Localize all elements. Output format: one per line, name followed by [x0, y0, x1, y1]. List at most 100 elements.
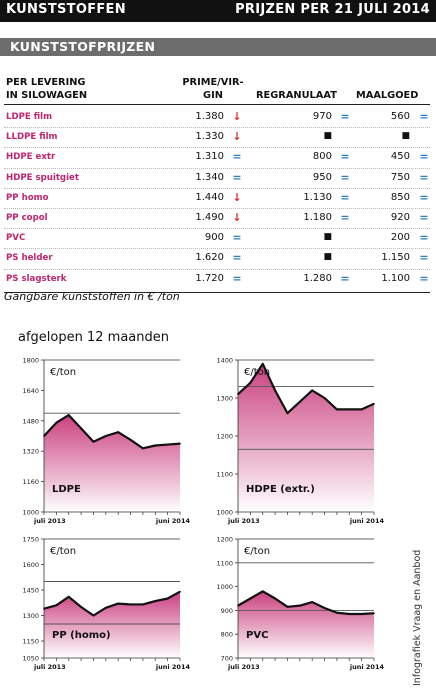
data-point	[67, 414, 70, 416]
prime-price: 1.340	[195, 171, 224, 183]
data-point	[360, 408, 363, 411]
y-tick-label: 1450	[22, 587, 39, 595]
data-point	[323, 397, 326, 399]
y-tick-label: 1600	[22, 561, 39, 569]
trend-equal-icon: =	[232, 170, 242, 184]
row-separator	[4, 228, 430, 230]
x-start-label: juli 2013	[227, 663, 260, 671]
trend-down-icon: ↓	[232, 211, 242, 224]
product-name: PS slagsterk	[6, 273, 67, 284]
price-series-line	[237, 590, 375, 616]
chart-pp-homo: 1050 1150 1300 1450 1600 1750 juli 2013 juni 20…	[22, 536, 190, 672]
data-point	[67, 596, 70, 598]
prime-price: 1.440	[195, 191, 224, 203]
trend-equal-icon: =	[419, 190, 429, 204]
trend-equal-icon: =	[340, 271, 350, 285]
series-label: PP (homo)	[52, 630, 111, 641]
data-point	[129, 603, 132, 606]
top-bar: KUNSTSTOFFEN PRIJZEN PER 21 JULI 2014	[0, 0, 436, 22]
data-point	[299, 401, 301, 403]
data-point	[286, 412, 289, 414]
trend-equal-icon: =	[419, 211, 429, 224]
row-separator	[4, 167, 430, 169]
row-separator	[4, 147, 430, 149]
prime-price: 1.720	[195, 272, 224, 284]
price-series-line	[43, 590, 181, 617]
table-row: PP copol 1.490 1.180 920 ↓ = =	[0, 209, 436, 229]
x-end-label: juni 2014	[349, 517, 385, 525]
data-point	[80, 606, 82, 608]
regranulaat-price: 1.280	[303, 272, 332, 284]
y-tick-label: 1200	[216, 536, 233, 544]
y-tick-label: 1300	[22, 612, 39, 620]
product-name: LLDPE film	[6, 132, 58, 143]
col-header-prime: PRIME/VIR- GIN	[176, 76, 250, 102]
product-name: PVC	[6, 233, 26, 244]
data-point	[154, 444, 157, 447]
data-point	[311, 389, 313, 392]
data-point	[348, 408, 351, 411]
data-point	[80, 427, 82, 430]
regranulaat-price: ■	[323, 131, 332, 142]
table-header-divider	[4, 104, 430, 105]
data-point	[274, 389, 276, 392]
data-point	[373, 612, 375, 615]
charts-subtitle: afgelopen 12 maanden	[18, 330, 169, 345]
regranulaat-price: 1.180	[303, 212, 332, 223]
y-tick-label: 1200	[216, 433, 233, 441]
trend-equal-icon: =	[340, 170, 350, 184]
data-point	[179, 590, 181, 593]
table-row: PP homo 1.440 1.130 850 ↓ = =	[0, 189, 436, 209]
data-point	[311, 601, 313, 603]
data-point	[336, 611, 338, 614]
data-point	[286, 606, 289, 608]
trend-equal-icon: =	[340, 110, 350, 123]
y-tick-label: 1800	[22, 357, 39, 365]
table-bottom-divider	[4, 291, 430, 293]
regranulaat-price: 970	[312, 111, 332, 122]
trend-equal-icon: =	[340, 211, 350, 224]
table-row: PS slagsterk 1.720 1.280 1.100 = = =	[0, 270, 436, 290]
prime-price: 1.490	[195, 212, 224, 223]
price-series-line	[43, 413, 181, 450]
maalgoed-price: 850	[390, 191, 410, 203]
y-tick-label: 1000	[216, 509, 233, 517]
y-tick-label: 1480	[22, 417, 39, 425]
y-tick-label: 900	[221, 607, 233, 615]
data-point	[142, 447, 144, 450]
x-end-label: juni 2014	[349, 663, 385, 671]
prime-price: 1.620	[195, 252, 224, 264]
trend-equal-icon: =	[419, 150, 429, 164]
regranulaat-price: 950	[312, 171, 332, 183]
data-point	[274, 597, 276, 600]
trend-equal-icon: =	[340, 150, 350, 164]
col-header-prime-line2: GIN	[203, 90, 223, 101]
area-fill	[238, 591, 374, 658]
trend-equal-icon: =	[340, 190, 350, 204]
data-point	[154, 600, 157, 602]
data-point	[92, 614, 95, 617]
prime-price: 1.330	[195, 131, 224, 143]
table-row: PS helder 1.620 ■ 1.150 = =	[0, 249, 436, 269]
data-point	[117, 431, 119, 433]
header-date: PRIJZEN PER 21 JULI 2014	[235, 2, 430, 17]
area-fill	[44, 591, 180, 658]
data-point	[249, 597, 252, 600]
trend-equal-icon: =	[419, 231, 429, 245]
maalgoed-price: 1.150	[381, 252, 410, 264]
area-fill	[238, 363, 374, 512]
col-header-regranulaat: REGRANULAAT	[256, 90, 337, 101]
data-point	[43, 435, 45, 437]
y-tick-label: 1160	[22, 478, 39, 486]
x-start-label: juli 2013	[33, 663, 66, 671]
header-category: KUNSTSTOFFEN	[6, 2, 126, 17]
col-header-product-line1: PER LEVERING	[6, 77, 86, 88]
row-separator	[4, 268, 430, 270]
regranulaat-price: ■	[323, 232, 332, 243]
y-tick-label: 1100	[216, 471, 233, 479]
data-point	[360, 613, 363, 615]
x-start-label: juli 2013	[33, 517, 66, 525]
series-label: LDPE	[52, 484, 81, 495]
product-name: PP homo	[6, 192, 49, 203]
row-separator	[4, 248, 430, 250]
